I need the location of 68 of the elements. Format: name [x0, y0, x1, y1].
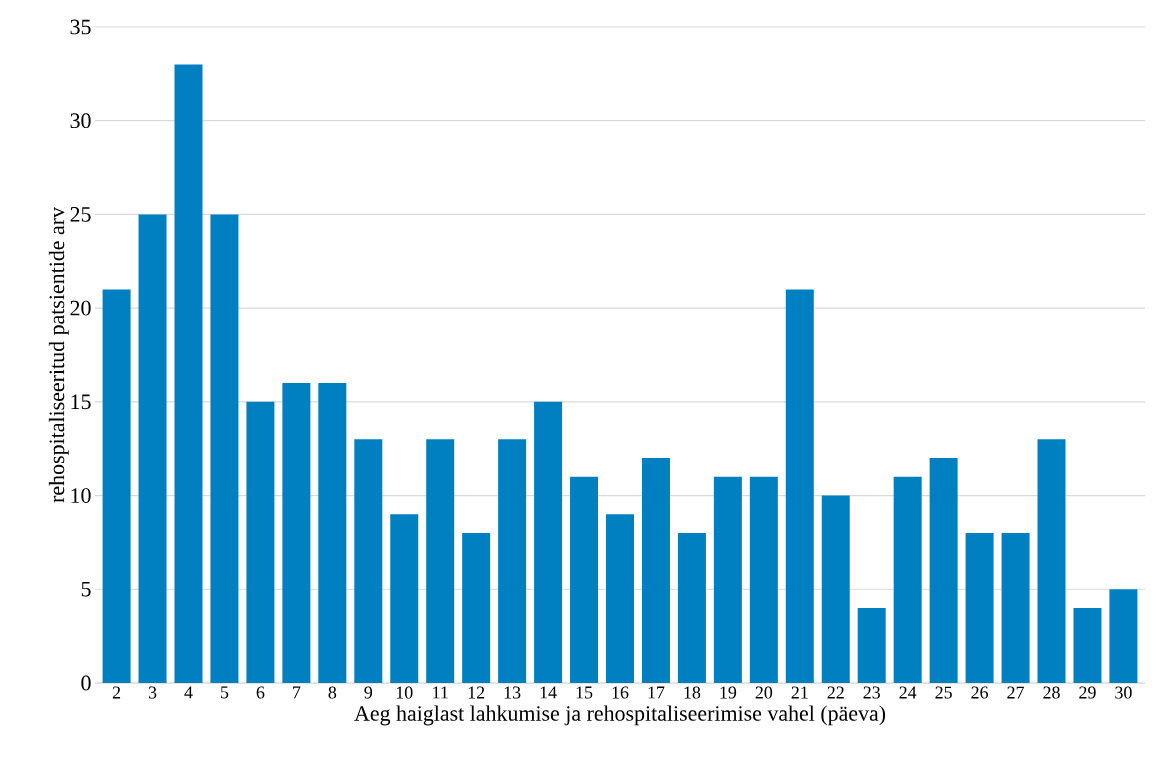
x-tick-label: 20 [755, 686, 773, 699]
bar [1109, 589, 1138, 683]
x-tick-label: 15 [576, 686, 593, 699]
x-tick-label: 18 [684, 686, 701, 699]
x-tick-label: 10 [396, 686, 413, 699]
bar [498, 439, 527, 683]
bar [282, 383, 311, 683]
x-tick-label: 25 [935, 686, 952, 699]
bar [138, 214, 167, 683]
y-tick-label: 35 [70, 19, 91, 35]
x-tick-label: 26 [971, 686, 989, 699]
x-tick-label: 23 [863, 686, 880, 699]
y-tick-label: 0 [81, 675, 91, 691]
bar [390, 514, 419, 683]
x-tick-label: 29 [1079, 686, 1096, 699]
x-tick-label: 17 [648, 686, 665, 699]
x-tick-label: 11 [433, 686, 448, 699]
bar [893, 476, 922, 683]
y-tick-label: 15 [71, 394, 91, 410]
y-axis-title: rehospitaliseeritud patsientide arv [48, 207, 69, 503]
x-tick-label: 28 [1043, 686, 1060, 699]
bar [570, 476, 599, 683]
x-tick-label: 8 [328, 686, 337, 699]
bar [462, 533, 491, 683]
x-tick-label: 2 [112, 686, 121, 699]
x-tick-label: 9 [364, 686, 373, 699]
bar [1001, 533, 1030, 683]
x-tick-label: 3 [148, 686, 157, 699]
x-tick-label: 27 [1007, 686, 1024, 699]
bar [641, 458, 670, 683]
bar [102, 289, 131, 683]
bar [1073, 608, 1102, 683]
bar [534, 401, 563, 683]
y-tick-label: 30 [70, 113, 91, 129]
x-tick-label: 22 [827, 686, 844, 699]
x-tick-label: 7 [293, 686, 301, 699]
bar [821, 495, 850, 683]
bar [1037, 439, 1066, 683]
bar [318, 383, 347, 683]
bar [785, 289, 814, 683]
bar [677, 533, 706, 683]
x-tick-label: 24 [899, 686, 917, 699]
bar [965, 533, 994, 683]
x-tick-label: 14 [540, 686, 557, 699]
bar [929, 458, 958, 683]
x-tick-label: 19 [720, 686, 737, 699]
bar [713, 476, 742, 683]
bar [606, 514, 634, 683]
x-tick-label: 5 [221, 686, 229, 699]
y-tick-label: 5 [81, 581, 91, 597]
x-tick-label: 4 [184, 686, 193, 699]
bar [857, 608, 886, 683]
x-tick-label: 16 [612, 686, 629, 699]
bar [246, 401, 275, 683]
bar [174, 64, 203, 683]
x-axis-title: Aeg haiglast lahkumise ja rehospitaliseerimise vahel (päeva) [354, 705, 886, 726]
bar [426, 439, 455, 683]
y-tick-label: 10 [71, 488, 91, 503]
y-tick-label: 20 [70, 300, 91, 316]
x-tick-label: 21 [791, 686, 808, 699]
bar [749, 476, 778, 683]
y-tick-label: 25 [70, 207, 91, 222]
bar [354, 439, 383, 683]
x-tick-label: 30 [1115, 686, 1132, 699]
x-tick-label: 13 [504, 686, 521, 699]
x-tick-label: 12 [468, 686, 485, 699]
x-tick-label: 6 [256, 686, 265, 699]
bar [210, 214, 239, 683]
